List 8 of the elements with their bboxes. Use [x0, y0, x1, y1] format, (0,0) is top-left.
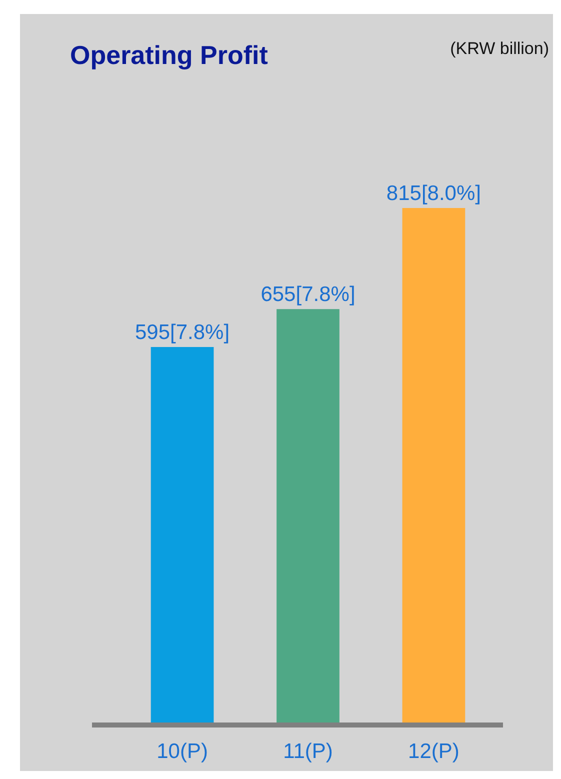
x-tick-label: 10(P) — [156, 740, 208, 763]
data-label: 655[7.8%] — [260, 283, 356, 306]
x-tick-label: 12(P) — [408, 740, 460, 763]
data-label: 815[8.0%] — [386, 182, 482, 205]
data-label: 595[7.8%] — [134, 321, 230, 344]
x-tick-label: 11(P) — [283, 740, 333, 763]
text: (KRW billion) — [450, 39, 549, 58]
chart-title: Operating Profit — [70, 40, 268, 70]
